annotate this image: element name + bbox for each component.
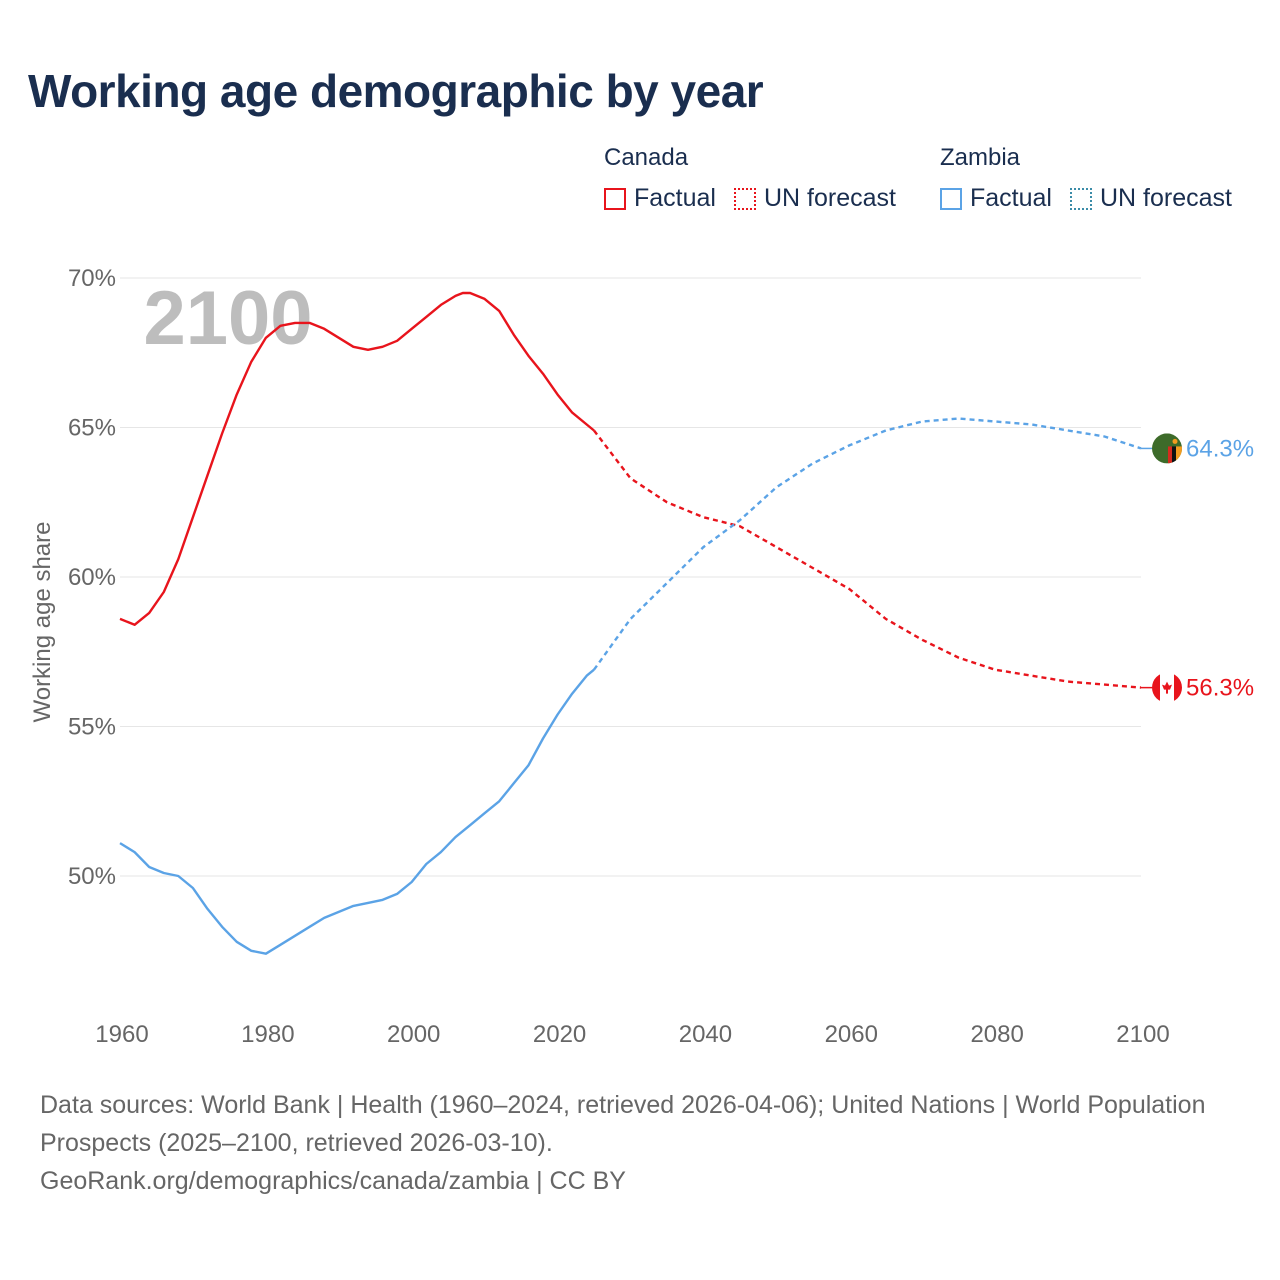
legend-swatch-solid [940, 187, 962, 210]
y-tick-label: 70% [68, 265, 116, 292]
x-tick-label: 2000 [387, 1021, 440, 1048]
x-tick-label: 2060 [825, 1021, 878, 1048]
x-tick-label: 2080 [970, 1021, 1023, 1048]
y-tick-label: 50% [68, 863, 116, 890]
legend-label: Factual [970, 184, 1052, 212]
x-tick-label: 1980 [241, 1021, 294, 1048]
canada-flag-icon [1152, 672, 1182, 703]
y-tick-label: 60% [68, 564, 116, 591]
series-line-zambia-forecast[interactable] [593, 417, 1142, 671]
legend-label: UN forecast [763, 184, 896, 212]
end-labels: 56.3% 64.3% [1141, 433, 1254, 703]
footer: Data sources: World Bank | Health (1960–… [40, 1086, 1240, 1200]
series-line-zambia-factual[interactable] [119, 668, 595, 955]
end-value-label: 56.3% [1186, 675, 1254, 702]
x-tick-label: 2020 [533, 1021, 586, 1048]
y-axis-ticks: 50% 55% 60% 65% 70% [68, 265, 116, 890]
x-tick-label: 2040 [679, 1021, 732, 1048]
data-sources: Data sources: World Bank | Health (1960–… [40, 1091, 1206, 1157]
legend-group-title: Canada [604, 144, 689, 171]
legend-label: UN forecast [1099, 184, 1232, 212]
zambia-flag-icon [1152, 433, 1182, 464]
legend-group-title: Zambia [940, 144, 1021, 171]
legend-zambia-factual[interactable]: Factual [940, 184, 1052, 213]
series-line-canada-forecast[interactable] [593, 429, 1142, 689]
gridlines [120, 277, 1141, 877]
legend-canada-factual[interactable]: Factual [604, 184, 716, 213]
legend-swatch-solid [604, 187, 626, 210]
series-line-canada-factual[interactable] [119, 291, 595, 626]
legend-canada-forecast[interactable]: UN forecast [733, 184, 896, 213]
legend-group-zambia: Zambia Factual UN forecast [940, 144, 1250, 213]
y-tick-label: 65% [68, 415, 116, 442]
legend-swatch-dotted [1069, 187, 1092, 210]
x-tick-label: 2100 [1116, 1021, 1169, 1048]
x-tick-label: 1960 [95, 1021, 148, 1048]
chart-title: Working age demographic by year [28, 65, 764, 117]
y-axis-label: Working age share [29, 522, 56, 723]
legend-swatch-dotted [733, 187, 756, 210]
x-axis-ticks: 1960 1980 2000 2020 2040 2060 2080 2100 [95, 1021, 1169, 1048]
end-value-label: 64.3% [1186, 435, 1254, 462]
year-watermark: 2100 [143, 276, 312, 361]
legend-zambia-forecast[interactable]: UN forecast [1069, 184, 1232, 213]
series-layer [119, 291, 1142, 955]
legend-label: Factual [634, 184, 716, 212]
credit-link[interactable]: GeoRank.org/demographics/canada/zambia |… [40, 1167, 626, 1195]
y-tick-label: 55% [68, 714, 116, 741]
legend-group-canada: Canada Factual UN forecast [604, 144, 914, 213]
